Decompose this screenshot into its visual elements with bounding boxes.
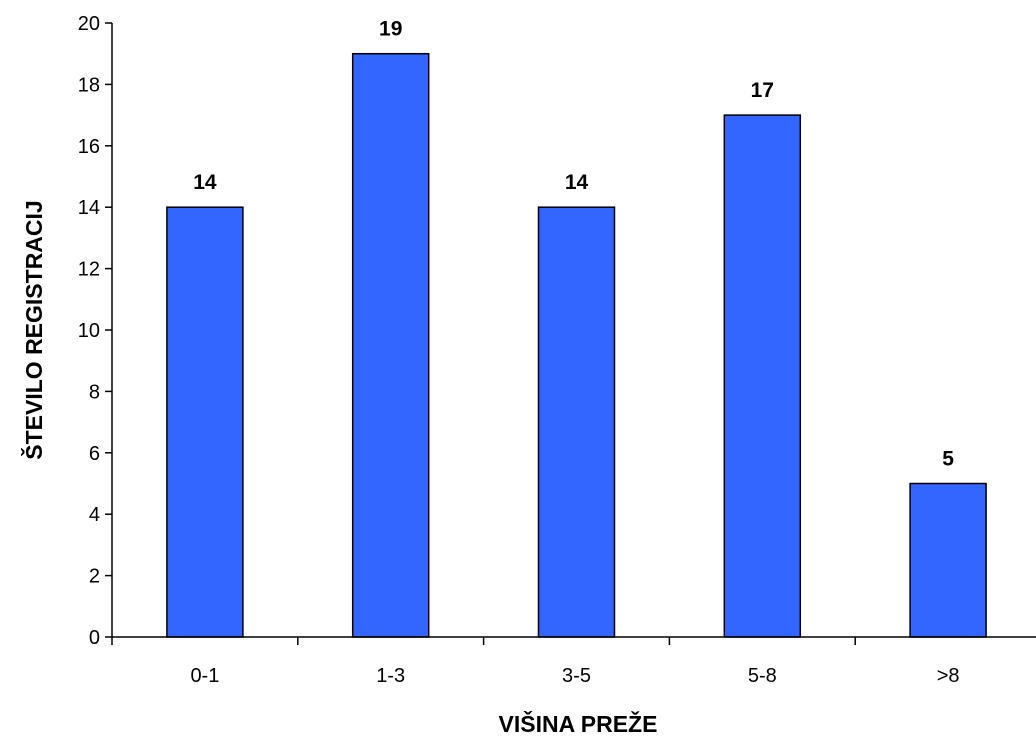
y-tick-label: 0 (89, 627, 100, 649)
x-ticks-group: 0-1 1-3 3-5 5-8 >8 (111, 637, 960, 687)
y-tick-label: 20 (78, 13, 100, 35)
y-tick-label: 14 (78, 197, 100, 219)
y-axis-title: ŠTEVILO REGISTRACIJ (20, 200, 47, 459)
y-tick-label: 16 (78, 136, 100, 158)
y-tick-label: 10 (78, 320, 100, 342)
y-tick-label: 8 (89, 381, 100, 403)
data-label: 5 (942, 448, 954, 471)
y-tick-label: 6 (89, 443, 100, 465)
x-tick-label: >8 (937, 665, 960, 687)
x-tick-label: 5-8 (748, 665, 777, 687)
data-label: 19 (379, 18, 402, 41)
data-label: 17 (751, 79, 774, 102)
bars-group (166, 52, 987, 638)
data-label: 14 (193, 171, 217, 194)
y-tick-label: 4 (89, 504, 100, 526)
bar-0-1 (166, 206, 244, 638)
y-tick-label: 2 (89, 566, 100, 588)
bar-3-5 (537, 206, 616, 638)
bar->8 (909, 482, 987, 638)
bar-1-3 (351, 52, 430, 638)
y-tick-label: 18 (78, 74, 100, 96)
data-labels-group: 14 19 14 17 5 (193, 18, 954, 471)
x-tick-label: 0-1 (190, 665, 219, 687)
x-tick-label: 1-3 (376, 665, 405, 687)
x-tick-label: 3-5 (562, 665, 591, 687)
data-label: 14 (565, 171, 589, 194)
x-axis-title: VIŠINA PREŽE (499, 710, 658, 737)
y-ticks-group: 0 2 4 6 8 10 12 14 16 18 20 (78, 13, 112, 649)
y-tick-label: 12 (78, 259, 100, 281)
bar-5-8 (723, 114, 802, 638)
